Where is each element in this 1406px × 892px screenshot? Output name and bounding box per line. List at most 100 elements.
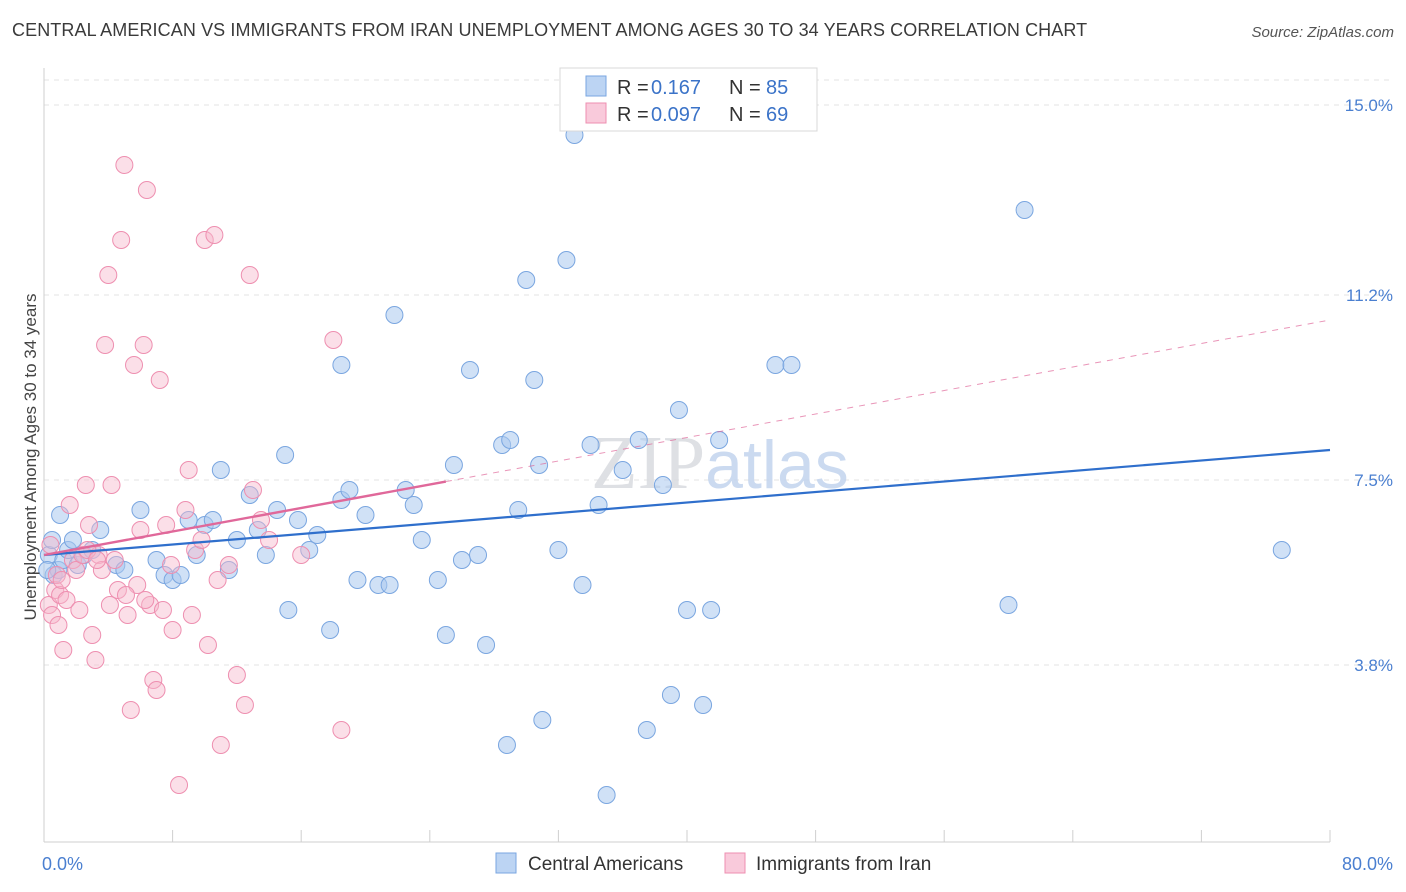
data-point-immigrants-from-iran [240,266,259,284]
bottom-legend-swatch-blue [495,852,517,874]
data-point-immigrants-from-iran [198,636,217,654]
data-point-immigrants-from-iran [125,356,144,374]
data-point-central-americans [678,601,696,619]
data-point-central-americans [782,356,801,374]
data-point-immigrants-from-iran [43,606,62,624]
data-point-central-americans [597,786,616,804]
bottom-legend-swatch-pink [724,852,746,874]
data-point-central-americans [637,721,656,739]
data-point-immigrants-from-iran [47,566,66,584]
data-point-central-americans [766,356,785,374]
data-point-central-americans [348,571,367,589]
bottom-legend: Central Americans Immigrants from Iran [495,852,931,875]
data-point-immigrants-from-iran [179,461,198,479]
watermark: ZIPatlas [591,421,849,505]
data-point-immigrants-from-iran [80,516,99,534]
data-point-immigrants-from-iran [144,671,163,689]
data-point-central-americans [669,401,688,419]
data-point-immigrants-from-iran [49,616,68,634]
data-point-central-americans [460,361,479,379]
data-point-central-americans [533,711,552,729]
series-central-americans [38,126,1291,804]
data-point-central-americans [340,481,359,499]
data-point-central-americans [517,271,536,289]
data-point-immigrants-from-iran [121,701,140,719]
y-axis-label: Unemployment Among Ages 30 to 34 years [21,294,40,621]
data-point-immigrants-from-iran [205,226,224,244]
trend-line-central-americans [43,448,1331,557]
chart-title: CENTRAL AMERICAN VS IMMIGRANTS FROM IRAN… [12,20,1088,40]
data-point-immigrants-from-iran [134,336,153,354]
legend-n-value-1: 85 [766,77,788,99]
data-point-immigrants-from-iran [128,576,147,594]
data-point-central-americans [276,446,295,464]
data-point-immigrants-from-iran [57,591,76,609]
legend-swatch-blue [585,75,607,97]
legend-r-label-2: R = [617,104,649,126]
data-point-central-americans [469,546,488,564]
data-point-immigrants-from-iran [67,561,86,579]
data-point-central-americans [51,506,70,524]
data-point-immigrants-from-iran [100,596,119,614]
bottom-legend-label-central-americans: Central Americans [528,854,683,875]
legend-r-value-2: 0.097 [651,104,701,126]
data-point-central-americans [171,566,190,584]
trend-lines [43,319,1331,557]
data-point-immigrants-from-iran [46,581,65,599]
data-point-central-americans [404,496,423,514]
data-point-immigrants-from-iran [186,541,205,559]
bottom-legend-label-immigrants-from-iran: Immigrants from Iran [756,854,931,875]
data-point-immigrants-from-iran [88,551,107,569]
data-point-immigrants-from-iran [54,641,73,659]
data-point-central-americans [219,561,238,579]
data-point-central-americans [497,736,516,754]
data-point-central-americans [530,456,549,474]
data-point-immigrants-from-iran [161,556,180,574]
data-point-central-americans [279,601,298,619]
data-point-immigrants-from-iran [83,626,102,644]
data-point-immigrants-from-iran [192,531,211,549]
x-tick-label-max: 80.0% [1342,854,1393,874]
data-point-central-americans [694,696,713,714]
data-point-immigrants-from-iran [219,556,238,574]
data-point-immigrants-from-iran [99,266,118,284]
legend-r-label-1: R = [617,77,649,99]
y-tick-label: 11.2% [1346,286,1393,305]
legend-swatch-pink [585,102,607,124]
data-point-immigrants-from-iran [150,371,169,389]
data-point-central-americans [509,501,528,519]
data-point-immigrants-from-iran [153,601,172,619]
data-point-central-americans [321,621,340,639]
data-point-central-americans [268,501,287,519]
grid-lines [44,79,1393,666]
data-point-central-americans [702,601,721,619]
data-point-central-americans [613,461,632,479]
data-point-central-americans [549,541,568,559]
data-point-immigrants-from-iran [324,331,343,349]
data-point-central-americans [573,576,592,594]
y-tick-label: 15.0% [1345,96,1393,115]
data-point-immigrants-from-iran [195,231,214,249]
data-point-central-americans [385,306,404,324]
data-point-central-americans [557,251,576,269]
data-point-immigrants-from-iran [292,546,311,564]
data-point-immigrants-from-iran [208,571,227,589]
data-point-immigrants-from-iran [60,496,79,514]
data-point-immigrants-from-iran [41,536,60,554]
data-point-immigrants-from-iran [170,776,189,794]
data-point-immigrants-from-iran [116,586,135,604]
data-point-central-americans [629,431,648,449]
watermark-zip: ZIP [591,421,705,505]
data-point-immigrants-from-iran [163,621,182,639]
data-point-immigrants-from-iran [332,721,351,739]
data-point-central-americans [477,636,496,654]
data-point-immigrants-from-iran [70,601,89,619]
legend-n-value-2: 69 [766,104,788,126]
data-point-immigrants-from-iran [86,651,105,669]
data-point-central-americans [428,571,447,589]
data-point-central-americans [581,436,600,454]
data-point-central-americans [501,431,520,449]
data-point-central-americans [444,456,463,474]
data-point-immigrants-from-iran [260,531,279,549]
